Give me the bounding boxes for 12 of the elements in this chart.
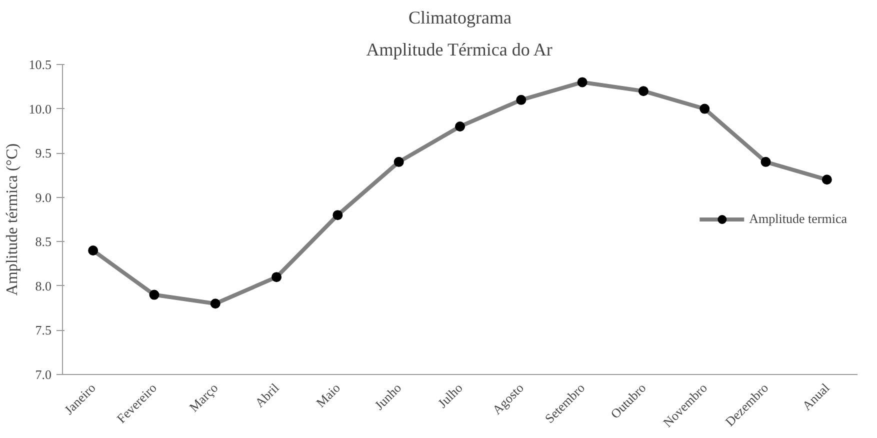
y-tick-label: 8.5 xyxy=(35,234,52,250)
chart-title: Climatograma xyxy=(408,8,512,28)
y-tick-label: 10.5 xyxy=(28,57,52,72)
y-tick-label: 10.0 xyxy=(28,101,52,116)
y-tick-label: 9.5 xyxy=(35,146,52,161)
chart-subtitle: Amplitude Térmica do Ar xyxy=(366,40,552,60)
y-tick-label: 8.0 xyxy=(35,278,52,294)
y-tick-label: 7.5 xyxy=(35,322,52,338)
y-tick-label: 7.0 xyxy=(35,367,52,382)
legend-label: Amplitude termica xyxy=(749,211,847,227)
y-tick-label: 9.0 xyxy=(35,190,52,205)
y-axis-title: Amplitude térmica (°C) xyxy=(4,143,21,296)
